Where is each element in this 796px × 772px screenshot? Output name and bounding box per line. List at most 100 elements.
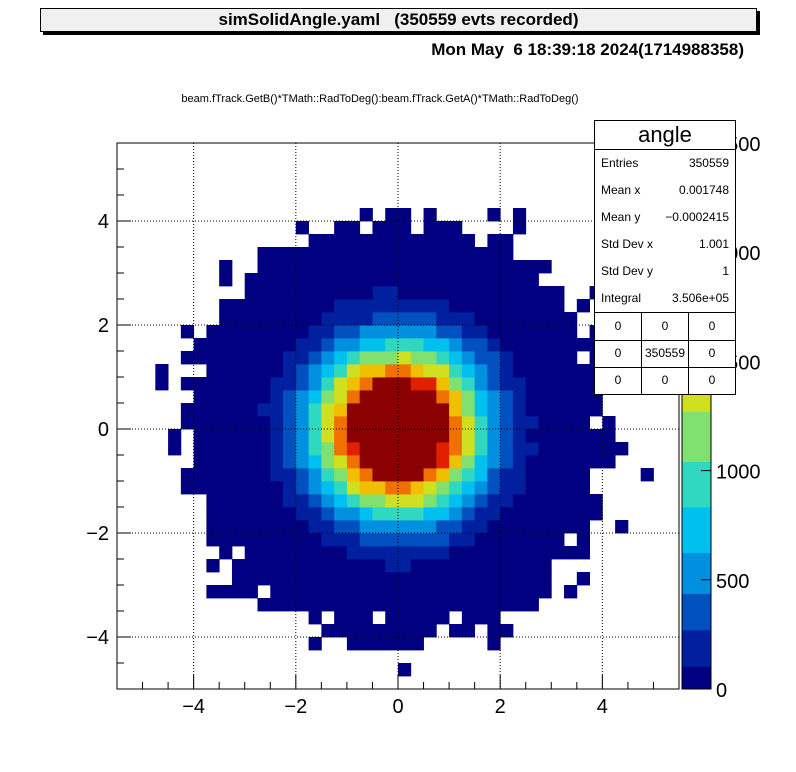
histogram-bin bbox=[257, 377, 271, 391]
histogram-bin bbox=[423, 260, 437, 274]
histogram-bin bbox=[500, 247, 514, 261]
histogram-bin bbox=[244, 312, 258, 326]
color-scale-step bbox=[682, 520, 711, 526]
histogram-bin bbox=[193, 390, 207, 404]
histogram-bin bbox=[423, 364, 437, 378]
histogram-bin bbox=[372, 520, 386, 534]
histogram-bin bbox=[283, 351, 297, 365]
histogram-bin bbox=[410, 429, 424, 443]
histogram-bin bbox=[346, 559, 361, 573]
histogram-bin bbox=[295, 221, 309, 235]
histogram-bin bbox=[295, 585, 309, 599]
histogram-bin bbox=[359, 325, 373, 339]
histogram-bin bbox=[244, 442, 258, 456]
histogram-bin bbox=[257, 247, 271, 261]
histogram-bin bbox=[436, 533, 450, 547]
histogram-bin bbox=[257, 481, 271, 495]
histogram-bin bbox=[257, 520, 271, 534]
histogram-bin bbox=[461, 442, 476, 456]
histogram-bin bbox=[512, 390, 527, 404]
histogram-bin bbox=[270, 494, 284, 508]
histogram-bin bbox=[449, 338, 463, 352]
y-tick-label: −4 bbox=[86, 627, 109, 649]
histogram-bin bbox=[551, 416, 565, 430]
histogram-bin bbox=[449, 221, 463, 235]
histogram-bin bbox=[257, 338, 271, 352]
histogram-bin bbox=[372, 507, 386, 521]
histogram-bin bbox=[308, 247, 322, 261]
histogram-bin bbox=[449, 260, 463, 274]
histogram-bin bbox=[193, 455, 207, 469]
histogram-bin bbox=[219, 377, 233, 391]
histogram-bin bbox=[436, 299, 450, 313]
histogram-bin bbox=[372, 468, 386, 482]
histogram-bin bbox=[474, 299, 488, 313]
draw-expression: beam.fTrack.GetB()*TMath::RadToDeg():bea… bbox=[181, 93, 579, 105]
histogram-bin bbox=[525, 260, 539, 274]
histogram-bin bbox=[449, 299, 463, 313]
histogram-bin bbox=[436, 546, 450, 560]
histogram-bin bbox=[436, 247, 450, 261]
histogram-bin bbox=[321, 442, 335, 456]
histogram-bin bbox=[283, 377, 297, 391]
histogram-bin bbox=[244, 507, 258, 521]
histogram-bin bbox=[576, 377, 590, 391]
histogram-bin bbox=[500, 377, 514, 391]
histogram-bin bbox=[385, 481, 399, 495]
histogram-bin bbox=[436, 312, 450, 326]
histogram-bin bbox=[308, 325, 322, 339]
histogram-bin bbox=[283, 494, 297, 508]
histogram-bin bbox=[398, 208, 412, 222]
histogram-bin bbox=[525, 364, 539, 378]
histogram-bin bbox=[474, 351, 488, 365]
histogram-bin bbox=[231, 494, 246, 508]
histogram-bin bbox=[398, 416, 412, 430]
histogram-bin bbox=[295, 455, 309, 469]
histogram-bin bbox=[474, 559, 488, 573]
histogram-bin bbox=[231, 312, 246, 326]
color-scale-step bbox=[682, 552, 711, 558]
histogram-bin bbox=[474, 585, 488, 599]
histogram-bin bbox=[372, 221, 386, 235]
histogram-bin bbox=[244, 416, 258, 430]
histogram-bin bbox=[423, 416, 437, 430]
z-tick-label: 1000 bbox=[716, 462, 761, 484]
histogram-bin bbox=[193, 416, 207, 430]
histogram-bin bbox=[385, 325, 399, 339]
stats-row-stddev-x: Std Dev x 1.001 bbox=[601, 237, 729, 251]
histogram-bin bbox=[334, 442, 348, 456]
histogram-bin bbox=[564, 481, 578, 495]
grid-cell: 0 bbox=[708, 346, 716, 360]
histogram-bin bbox=[487, 468, 501, 482]
histogram-bin bbox=[321, 416, 335, 430]
histogram-bin bbox=[308, 611, 322, 625]
histogram-bin bbox=[500, 273, 514, 287]
histogram-bin bbox=[385, 312, 399, 326]
histogram-bin bbox=[257, 429, 271, 443]
histogram-bin bbox=[321, 455, 335, 469]
color-scale-step bbox=[682, 511, 711, 517]
histogram-bin bbox=[372, 494, 386, 508]
histogram-bin bbox=[410, 286, 424, 300]
histogram-bin bbox=[525, 312, 539, 326]
color-scale-step bbox=[682, 561, 711, 567]
histogram-bin bbox=[602, 455, 616, 469]
histogram-bin bbox=[359, 403, 373, 417]
histogram-bin bbox=[474, 572, 488, 586]
histogram-bin bbox=[436, 416, 450, 430]
histogram-bin bbox=[576, 403, 590, 417]
histogram-bin bbox=[474, 325, 488, 339]
histogram-bin bbox=[257, 559, 271, 573]
histogram-bin bbox=[155, 364, 169, 378]
histogram-bin bbox=[206, 585, 220, 599]
x-tick-label: 4 bbox=[597, 696, 608, 718]
histogram-bin bbox=[219, 338, 233, 352]
histogram-bin bbox=[398, 442, 412, 456]
histogram-bin bbox=[321, 429, 335, 443]
histogram-bin bbox=[436, 598, 450, 612]
histogram-bin bbox=[231, 533, 246, 547]
histogram-bin bbox=[308, 598, 322, 612]
histogram-bin bbox=[231, 468, 246, 482]
histogram-bin bbox=[398, 338, 412, 352]
histogram-bin bbox=[487, 338, 501, 352]
